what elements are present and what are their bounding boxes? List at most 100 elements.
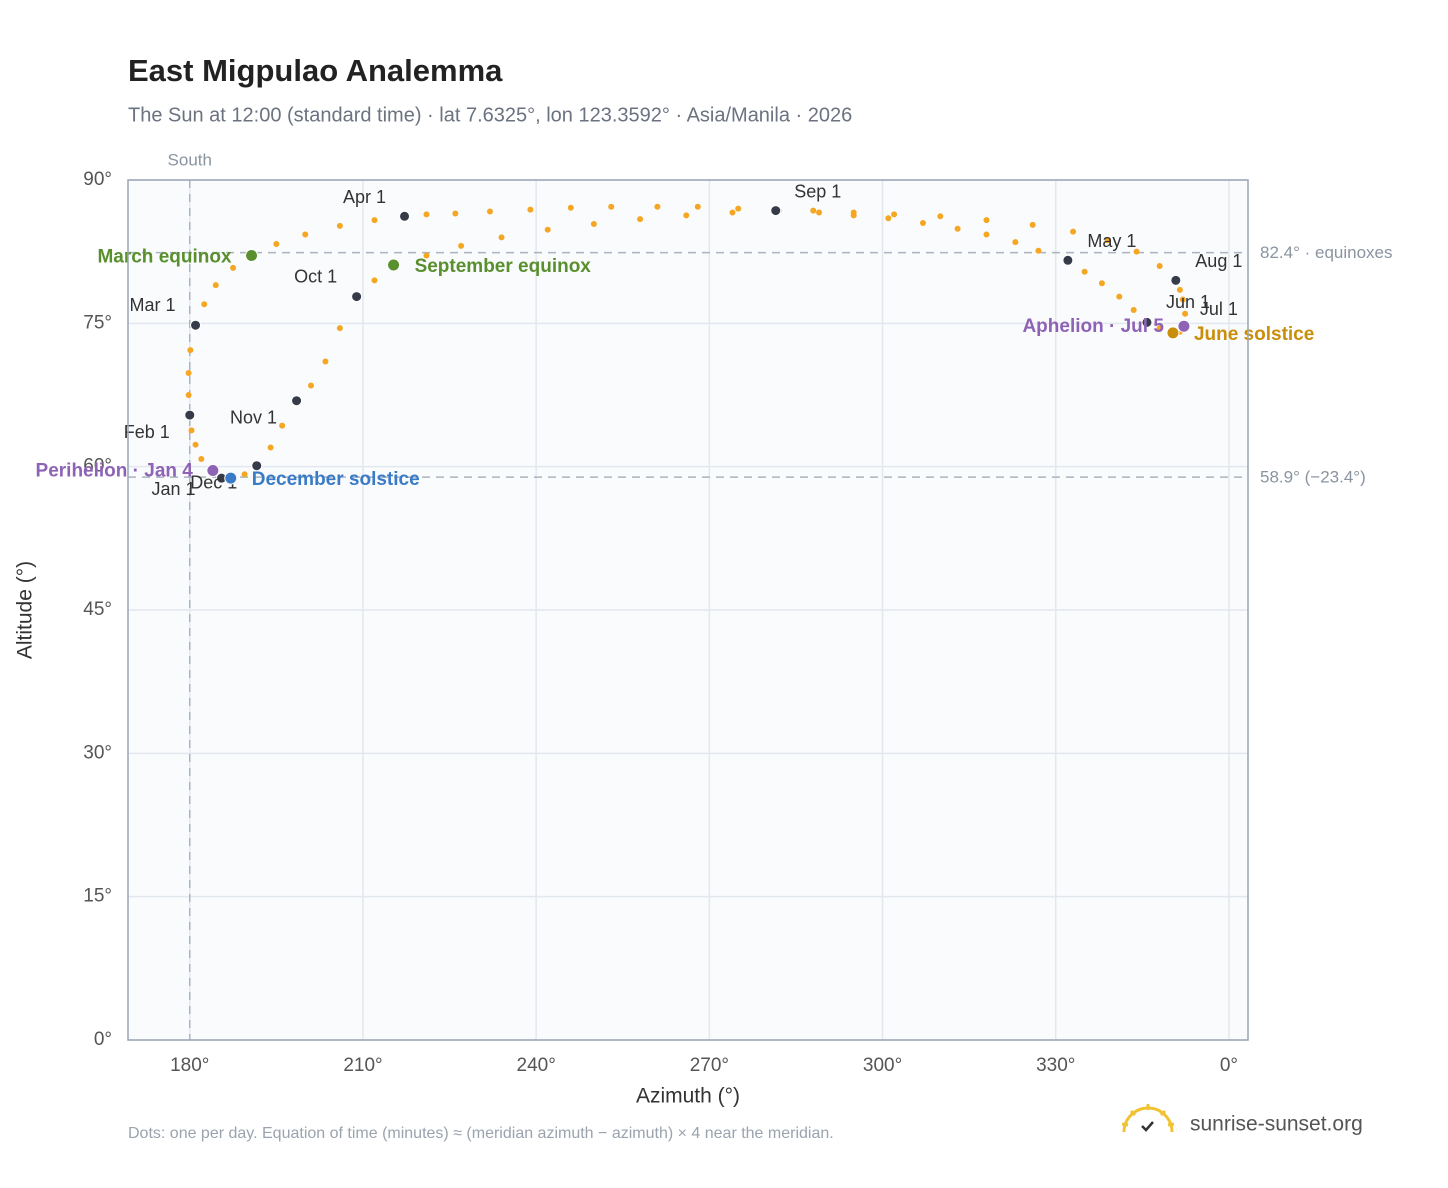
- brand: sunrise-sunset.org: [1190, 1113, 1363, 1136]
- day-dot: [683, 212, 690, 219]
- marker: [1166, 326, 1180, 340]
- x-axis-label: Azimuth (°): [636, 1085, 740, 1108]
- y-tick-label: 45°: [83, 599, 112, 620]
- marker: [399, 210, 411, 222]
- day-dot: [187, 347, 194, 354]
- day-dot: [654, 203, 661, 210]
- reference-label: 82.4° · equinoxes: [1260, 243, 1393, 262]
- day-dot: [322, 358, 329, 365]
- marker-label: September equinox: [415, 256, 592, 277]
- brand-logo: [1121, 1104, 1175, 1133]
- x-tick-label: 330°: [1036, 1055, 1075, 1076]
- day-dot: [983, 217, 990, 224]
- reference-label: 58.9° (−23.4°): [1260, 468, 1366, 487]
- y-tick-label: 75°: [83, 312, 112, 333]
- x-tick-label: 210°: [343, 1055, 382, 1076]
- day-dot: [188, 427, 195, 434]
- marker-label: Perihelion · Jan 4: [36, 461, 194, 482]
- day-dot: [1035, 247, 1042, 254]
- day-dot: [273, 241, 280, 248]
- day-dot: [816, 209, 823, 216]
- day-dot: [1070, 228, 1077, 235]
- day-dot: [1156, 325, 1163, 332]
- day-dot: [1156, 263, 1163, 269]
- day-dot: [1104, 237, 1111, 244]
- day-dot: [527, 206, 534, 213]
- marker-label: Oct 1: [294, 266, 337, 286]
- y-tick-label: 15°: [83, 886, 112, 907]
- day-dot: [567, 204, 574, 211]
- day-dot: [891, 211, 898, 218]
- day-dot: [336, 222, 343, 229]
- day-dot: [1029, 221, 1036, 228]
- marker-label: Jun 1: [1166, 292, 1210, 312]
- marker: [1141, 316, 1153, 328]
- day-dot: [212, 282, 219, 289]
- marker: [770, 205, 782, 217]
- day-dot: [486, 208, 493, 215]
- marker-label: March equinox: [97, 247, 232, 268]
- day-dot: [371, 277, 378, 284]
- day-dot: [1081, 268, 1088, 275]
- day-dot: [185, 392, 192, 398]
- day-dot: [185, 370, 192, 377]
- day-dot: [1176, 286, 1183, 293]
- x-tick-label: 270°: [690, 1055, 729, 1076]
- day-dot: [423, 252, 430, 259]
- day-dot: [937, 213, 944, 220]
- day-dot: [308, 382, 315, 389]
- day-dot: [850, 209, 857, 216]
- y-axis-label: Altitude (°): [14, 561, 37, 659]
- day-dot: [885, 215, 892, 222]
- day-dot: [637, 216, 644, 223]
- chart-subtitle: The Sun at 12:00 (standard time) · lat 7…: [128, 104, 852, 126]
- marker: [351, 291, 363, 303]
- day-dot: [1133, 248, 1140, 255]
- x-tick-label: 240°: [517, 1055, 556, 1076]
- marker: [184, 409, 196, 421]
- marker-label: June solstice: [1194, 324, 1314, 345]
- day-dot: [201, 301, 208, 308]
- day-dot: [694, 203, 701, 210]
- day-dot: [1098, 280, 1105, 287]
- marker-label: Feb 1: [124, 422, 170, 442]
- marker: [1062, 254, 1074, 266]
- y-tick-label: 30°: [83, 742, 112, 763]
- day-dot: [192, 441, 199, 448]
- day-dot: [590, 220, 597, 227]
- marker: [251, 460, 263, 472]
- day-dot: [498, 234, 505, 241]
- marker: [1170, 274, 1182, 286]
- marker-label: Aphelion · Jul 5: [1022, 316, 1164, 337]
- day-dot: [458, 242, 465, 249]
- day-dot: [452, 210, 459, 217]
- day-dot: [198, 456, 205, 463]
- marker: [291, 395, 303, 407]
- marker-label: Jan 1: [152, 479, 196, 499]
- day-dot: [544, 226, 551, 233]
- marker: [1177, 319, 1191, 333]
- x-tick-label: 0°: [1220, 1055, 1238, 1076]
- y-tick-label: 0°: [94, 1029, 112, 1050]
- x-tick-label: 180°: [170, 1055, 209, 1076]
- day-dot: [954, 225, 961, 232]
- day-dot: [729, 209, 736, 216]
- day-dot: [267, 444, 274, 451]
- marker-label: May 1: [1087, 231, 1136, 251]
- y-tick-label: 60°: [83, 456, 112, 477]
- day-dot: [336, 325, 343, 332]
- marker: [245, 248, 259, 262]
- marker: [387, 258, 401, 272]
- marker-label: Apr 1: [343, 187, 386, 207]
- footnote: Dots: one per day. Equation of time (min…: [128, 1125, 834, 1142]
- marker-label: Jul 1: [1200, 299, 1238, 319]
- marker: [206, 463, 220, 477]
- marker-label: Mar 1: [130, 295, 176, 315]
- chart-title: East Migpulao Analemma: [128, 53, 503, 88]
- day-dot: [1179, 296, 1186, 303]
- marker: [190, 319, 202, 331]
- day-dot: [735, 205, 742, 212]
- day-dot: [983, 231, 990, 238]
- day-dot: [1012, 239, 1019, 246]
